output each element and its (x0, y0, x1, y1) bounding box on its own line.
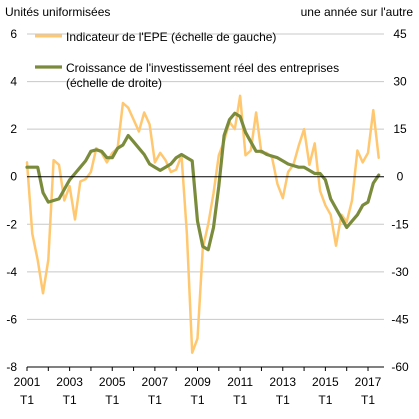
x-tick-label-year: 2017 (355, 375, 382, 389)
x-tick-label-quarter: T1 (361, 393, 375, 407)
x-tick-label-quarter: T1 (276, 393, 290, 407)
x-tick-label-quarter: T1 (20, 393, 34, 407)
legend-label-investment: Croissance de l'investissement réel des … (66, 61, 339, 90)
x-tick-label-quarter: T1 (63, 393, 77, 407)
right-tick-label: -15 (391, 217, 409, 231)
x-tick-label-year: 2003 (56, 375, 83, 389)
right-tick-label: 30 (393, 75, 407, 89)
left-tick-label: -6 (6, 312, 17, 326)
x-tick-label-year: 2009 (184, 375, 211, 389)
x-tick-label-quarter: T1 (105, 393, 119, 407)
series-lines (25, 94, 381, 354)
x-tick-label-year: 2007 (142, 375, 169, 389)
x-tick-label-year: 2011 (227, 375, 253, 389)
left-tick-label: -2 (6, 217, 17, 231)
right-tick-label: 45 (393, 27, 407, 41)
series-line-investment (25, 111, 381, 252)
x-tick-label-quarter: T1 (190, 393, 204, 407)
x-tick-label-quarter: T1 (318, 393, 332, 407)
x-tick-label-quarter: T1 (233, 393, 247, 407)
left-tick-label: -4 (6, 265, 17, 279)
x-tick-label-year: 2001 (14, 375, 41, 389)
left-tick-label: 4 (10, 75, 17, 89)
right-axis-label: une année sur l'autre (301, 5, 414, 19)
x-tick-label-year: 2015 (312, 375, 339, 389)
x-tick-label-year: 2005 (99, 375, 126, 389)
x-tick-label-quarter: T1 (148, 393, 162, 407)
x-tick-label-year: 2013 (269, 375, 296, 389)
gridlines (27, 33, 384, 320)
legend-label-epe: Indicateur de l'EPE (échelle de gauche) (66, 30, 276, 44)
left-tick-label: 0 (10, 170, 17, 184)
left-axis-label: Unités uniformisées (5, 5, 110, 19)
left-tick-label: -8 (6, 360, 17, 374)
right-tick-label: 0 (397, 170, 404, 184)
right-tick-label: -30 (391, 265, 409, 279)
legend: Indicateur de l'EPE (échelle de gauche) C… (35, 30, 339, 90)
right-tick-label: -60 (391, 360, 409, 374)
left-tick-label: 6 (10, 27, 17, 41)
right-tick-label: -45 (391, 312, 409, 326)
right-tick-label: 15 (393, 122, 407, 136)
axes: 6 4 2 0 -2 -4 -6 -8 45 30 15 0 -15 -30 -45 -60 2001 T1 200… (6, 27, 409, 407)
left-tick-label: 2 (10, 122, 17, 136)
